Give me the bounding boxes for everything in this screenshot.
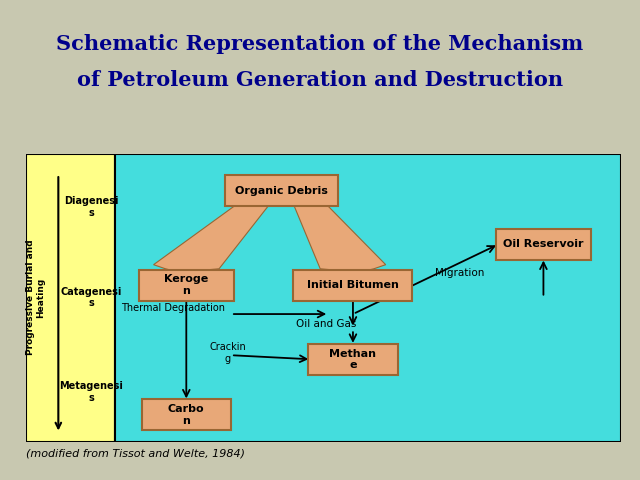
Polygon shape	[154, 204, 269, 272]
Text: Oil Reservoir: Oil Reservoir	[503, 239, 584, 249]
Polygon shape	[294, 204, 386, 272]
Text: Crackin
g: Crackin g	[209, 342, 246, 364]
Text: Diagenesi
s: Diagenesi s	[64, 196, 118, 218]
Text: Thermal Degradation: Thermal Degradation	[121, 303, 225, 313]
Text: (modified from Tissot and Welte, 1984): (modified from Tissot and Welte, 1984)	[26, 449, 244, 458]
Text: Catagenesi
s: Catagenesi s	[60, 287, 122, 309]
Text: Migration: Migration	[435, 268, 484, 278]
FancyBboxPatch shape	[225, 175, 338, 206]
Text: Schematic Representation of the Mechanism: Schematic Representation of the Mechanis…	[56, 34, 584, 54]
Bar	[115, 154, 621, 442]
Text: Organic Debris: Organic Debris	[235, 186, 328, 196]
FancyBboxPatch shape	[139, 270, 234, 300]
Text: Metagenesi
s: Metagenesi s	[59, 382, 123, 403]
FancyBboxPatch shape	[294, 270, 413, 300]
Text: Carbo
n: Carbo n	[168, 404, 205, 426]
Text: Initial Bitumen: Initial Bitumen	[307, 280, 399, 290]
FancyBboxPatch shape	[141, 399, 231, 430]
FancyBboxPatch shape	[496, 228, 591, 260]
Text: of Petroleum Generation and Destruction: of Petroleum Generation and Destruction	[77, 70, 563, 90]
Text: Keroge
n: Keroge n	[164, 275, 209, 296]
Text: Methan
e: Methan e	[330, 348, 376, 370]
Text: Oil and Gas: Oil and Gas	[296, 319, 356, 329]
FancyBboxPatch shape	[308, 344, 397, 375]
Text: Progressive Burial and
Heating: Progressive Burial and Heating	[26, 240, 45, 355]
Bar	[26, 154, 115, 442]
